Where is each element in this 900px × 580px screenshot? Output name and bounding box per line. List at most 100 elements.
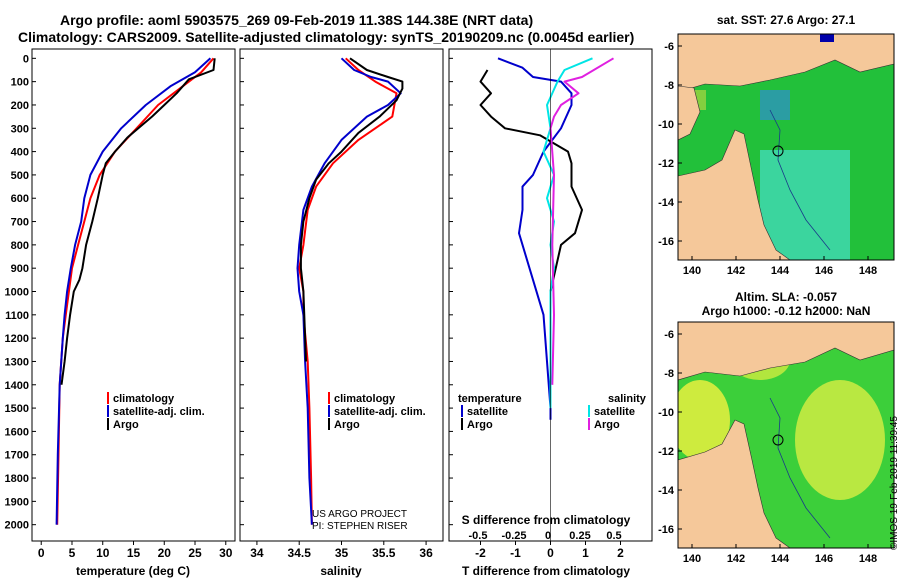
legend-label-s-satellite: satellite xyxy=(594,406,635,418)
sst-reef-contour xyxy=(769,109,831,251)
map-y-tick-label: -8 xyxy=(664,368,674,380)
sla-high xyxy=(678,380,730,460)
x-tick-label: 35.5 xyxy=(372,546,396,560)
depth-tick-label: 2000 xyxy=(5,520,29,532)
sla-profile-marker xyxy=(772,434,784,446)
sla-map-frame xyxy=(677,321,895,549)
sla-reef-contour xyxy=(769,397,831,539)
depth-tick-label: 1800 xyxy=(5,473,29,485)
depth-tick-label: 1400 xyxy=(5,380,29,392)
x-tick-label: 0 xyxy=(547,546,554,560)
x-tick-label: 10 xyxy=(96,546,110,560)
depth-tick-label: 500 xyxy=(11,170,29,182)
depth-tick-label: 800 xyxy=(11,240,29,252)
map-y-tick-label: -8 xyxy=(664,80,674,92)
x-tick-label: 34 xyxy=(250,546,264,560)
tdiff-xlabel: T difference from climatology xyxy=(462,564,630,578)
legend-title-temperature: temperature xyxy=(458,393,522,405)
depth-tick-label: 400 xyxy=(11,147,29,159)
map-x-tick-label: 142 xyxy=(727,553,745,565)
map-x-tick-label: 144 xyxy=(771,553,790,565)
temperature-lines xyxy=(55,57,216,525)
map-x-tick-label: 140 xyxy=(683,265,701,277)
x-tick-label: 20 xyxy=(158,546,172,560)
x-tick-label: 5 xyxy=(69,546,76,560)
x-tick-label: 1 xyxy=(582,546,589,560)
sst-warm-patch xyxy=(760,150,850,260)
depth-tick-label: 200 xyxy=(11,100,29,112)
legend-label-satellite: satellite-adj. clim. xyxy=(334,406,426,418)
map-x-tick-label: 146 xyxy=(815,553,833,565)
depth-tick-label: 1100 xyxy=(5,310,29,322)
project-credit-line1: US ARGO PROJECT xyxy=(312,509,407,520)
depth-tick-label: 0 xyxy=(23,53,29,65)
legend-title-salinity: salinity xyxy=(608,393,647,405)
depth-tick-label: 600 xyxy=(11,193,29,205)
sdiff-tick-4: 0.25 xyxy=(569,530,590,542)
map-x-tick-label: 148 xyxy=(859,265,877,277)
depth-tick-label: 1700 xyxy=(5,450,29,462)
map-y-tick-label: -14 xyxy=(658,197,675,209)
temperature-panel-frame xyxy=(31,48,236,542)
figure-title-line1: Argo profile: aoml 5903575_269 09-Feb-20… xyxy=(60,12,534,28)
legend-label-t-argo: Argo xyxy=(467,419,493,431)
sla-map-title2: Argo h1000: -0.12 h2000: NaN xyxy=(702,304,871,318)
x-tick-label: 25 xyxy=(188,546,202,560)
depth-tick-label: 1600 xyxy=(5,426,29,438)
temperature-xlabel: temperature (deg C) xyxy=(76,564,190,578)
sla-map xyxy=(678,322,894,548)
series-line-t-argo xyxy=(479,69,583,385)
salinity-xlabel: salinity xyxy=(320,564,362,578)
x-tick-label: 35 xyxy=(335,546,349,560)
map-y-tick-label: -6 xyxy=(664,329,674,341)
depth-tick-label: 100 xyxy=(11,77,29,89)
map-y-tick-label: -16 xyxy=(658,236,674,248)
map-y-tick-label: -12 xyxy=(658,158,674,170)
map-x-tick-label: 146 xyxy=(815,265,833,277)
salinity-lines xyxy=(296,57,404,525)
sst-land-islands xyxy=(678,85,701,141)
sst-patch xyxy=(760,90,790,120)
temperature-legend: climatology satellite-adj. clim. Argo xyxy=(107,392,205,431)
legend-label-climatology: climatology xyxy=(334,393,396,405)
legend-label-s-argo: Argo xyxy=(594,419,620,431)
x-tick-label: 0 xyxy=(38,546,45,560)
depth-tick-label: 700 xyxy=(11,217,29,229)
map-x-tick-label: 142 xyxy=(727,265,745,277)
depth-tick-label: 1000 xyxy=(5,287,29,299)
map-y-tick-label: -16 xyxy=(658,524,674,536)
depth-tick-label: 1200 xyxy=(5,333,29,345)
series-line-satellite-adj-clim- xyxy=(55,57,212,525)
sdiff-tick-5: 0.5 xyxy=(606,530,621,542)
salinity-legend: climatology satellite-adj. clim. Argo US… xyxy=(312,392,426,532)
x-tick-label: -2 xyxy=(475,546,486,560)
map-x-tick-label: 140 xyxy=(683,553,701,565)
sla-land-newguinea xyxy=(678,322,894,381)
sdiff-tick-3: 0 xyxy=(545,530,551,542)
sdiff-tick-2: -0.25 xyxy=(501,530,526,542)
map-y-tick-label: -6 xyxy=(664,41,674,53)
sst-land-newguinea xyxy=(678,34,894,93)
x-tick-label: 15 xyxy=(127,546,141,560)
x-tick-label: 34.5 xyxy=(288,546,312,560)
series-line-argo xyxy=(299,57,404,362)
sdiff-tick-1: -0.5 xyxy=(469,530,488,542)
map-x-tick-label: 144 xyxy=(771,265,790,277)
x-tick-label: 36 xyxy=(419,546,433,560)
series-line-s-argo xyxy=(549,57,615,385)
imos-credit: ©IMOS 19-Feb-2019 11:39:45 xyxy=(889,416,900,550)
sla-land-capeyork xyxy=(678,419,791,548)
x-tick-label: 30 xyxy=(219,546,233,560)
difference-legend: temperature satellite Argo salinity sate… xyxy=(458,393,647,431)
axis-ticks: 0 5 10 15 20 25 300100200300400500600700800900… xyxy=(5,53,625,560)
legend-label-climatology: climatology xyxy=(113,393,175,405)
sst-profile-marker xyxy=(772,145,784,157)
sst-map-frame xyxy=(677,33,895,261)
figure-title-line2: Climatology: CARS2009. Satellite-adjuste… xyxy=(18,29,635,45)
map-axis-ticks: 140 142 144 146 148 -6 -8 -10 -12 -14 -16 140 142 144… xyxy=(658,41,877,565)
sla-high xyxy=(795,380,885,500)
salinity-panel-frame xyxy=(239,48,444,542)
sla-map-title1: Altim. SLA: -0.057 xyxy=(735,290,837,304)
